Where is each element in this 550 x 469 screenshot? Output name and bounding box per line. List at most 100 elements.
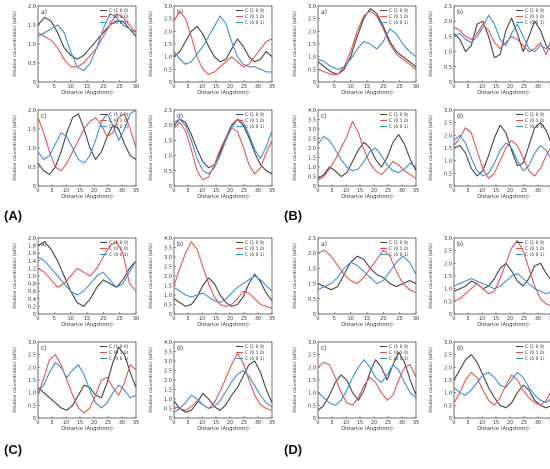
x-tick-label: 0 [316,420,319,426]
y-tick-label: 2.0 [28,365,36,371]
x-axis-label: Distance (Angstrom) [477,90,529,96]
x-axis-label: Distance (Angstrom) [477,426,529,432]
x-tick-label: 0 [316,84,319,90]
y-tick-label: 3.5 [164,246,172,252]
y-tick-label: 2.0 [444,365,452,371]
y-tick-label: 0 [313,184,316,190]
y-tick-label: 2.5 [308,353,316,359]
group-label-D: (D) [284,442,303,457]
x-tick-label: 30 [399,188,405,194]
x-tick-label: 20 [507,420,513,426]
panel-letter: a) [321,9,327,16]
x-tick-label: 25 [521,84,527,90]
y-tick-label: 0.5 [28,403,36,409]
series-line-2 [317,249,417,294]
x-tick-label: 35 [549,316,550,322]
y-tick-label: 1.0 [164,397,172,403]
y-tick-label: 1.0 [164,154,172,160]
panel-letter: b) [457,9,463,16]
x-axis-label: Distance (Angstrom) [61,322,113,328]
x-tick-label: 20 [91,188,97,194]
y-tick-label: 1.0 [444,159,452,165]
y-tick-label: 3.0 [308,4,316,10]
series-line-1 [173,273,273,307]
y-tick-label: 0 [169,416,172,422]
x-tick-label: 0 [172,188,175,194]
x-tick-label: 5 [466,188,469,194]
x-tick-label: 10 [199,84,205,90]
legend-entry: C (1 0 0) [109,344,129,350]
x-tick-label: 5 [466,316,469,322]
x-tick-label: 0 [452,420,455,426]
y-tick-label: 1.0 [164,55,172,61]
y-tick-label: 1.5 [164,284,172,290]
y-tick-label: 1.5 [308,378,316,384]
x-tick-label: 20 [507,316,513,322]
x-tick-label: 25 [241,188,247,194]
series-line-3 [317,136,417,174]
y-tick-label: 4.0 [164,340,172,346]
legend-entry: C (0 1 0) [525,246,545,252]
legend-entry: C (1 0 0) [245,344,265,350]
y-tick-label: 0 [449,416,452,422]
panel-letter: a) [321,241,327,248]
x-axis-label: Distance (Angstrom) [197,194,249,200]
x-tick-label: 30 [133,84,139,90]
x-tick-label: 10 [343,188,349,194]
legend-entry: C (0 0 1) [389,356,409,362]
x-tick-label: 25 [521,420,527,426]
series-line-1 [37,241,137,307]
legend-entry: C (0 0 1) [389,252,409,258]
y-tick-label: 0.2 [28,304,36,310]
series-line-2 [37,13,137,68]
x-tick-label: 0 [172,84,175,90]
x-tick-label: 20 [227,420,233,426]
panel-C-b: b) 0 0.5 1.0 1.5 2.0 2.5 3.0 3.5 4.0 0 5 10 15 20 25 30 3… [148,236,275,328]
series-line-1 [37,113,137,176]
x-axis-label: Distance (Angstrom) [477,322,529,328]
x-tick-label: 20 [227,84,233,90]
x-tick-label: 30 [535,420,541,426]
series-line-3 [37,13,137,72]
x-axis-label: Distance (Angstrom) [341,90,393,96]
y-axis-label: Relative concentration (wt%) [12,347,18,413]
legend-entry: C (0 1 0) [389,246,409,252]
panel-B-a: a) 0 0.5 1.0 1.5 2.0 2.5 3.0 0 5 10 15 20 25 30 Distanc… [292,4,419,96]
y-tick-label: 0.4 [28,297,36,303]
y-tick-label: 2.5 [444,249,452,255]
x-tick-label: 20 [507,84,513,90]
x-tick-label: 10 [67,84,73,90]
legend-entry: C (0 0 1) [109,356,129,362]
x-tick-label: 20 [100,84,106,90]
y-tick-label: 0.5 [444,65,452,71]
y-axis-label: Relative concentration (wt%) [148,243,154,309]
panel-C-a: a)00.20.40.60.81.01.21.41.61.82.00 5 10 15 2… [12,236,139,328]
x-tick-label: 30 [535,84,541,90]
y-tick-label: 1.0 [308,165,316,171]
x-tick-label: 30 [399,420,405,426]
x-tick-label: 35 [549,420,550,426]
x-tick-label: 5 [186,84,189,90]
x-tick-label: 25 [116,316,122,322]
y-tick-label: 1.5 [444,274,452,280]
x-tick-label: 30 [133,316,139,322]
x-tick-label: 15 [364,316,370,322]
legend-entry: C (0 0 1) [109,252,129,258]
x-tick-label: 35 [269,84,275,90]
y-tick-label: 0.5 [164,303,172,309]
x-axis-label: Distance (Angstrom) [197,90,249,96]
x-tick-label: 15 [357,420,363,426]
series-line-2 [453,371,550,406]
x-tick-label: 5 [53,316,56,322]
y-tick-label: 1.5 [444,34,452,40]
series-line-1 [317,134,417,179]
y-tick-label: 2.0 [164,274,172,280]
series-line-3 [453,371,550,404]
x-tick-label: 15 [77,188,83,194]
x-tick-label: 15 [213,188,219,194]
y-tick-label: 2.0 [164,378,172,384]
x-tick-label: 0 [452,188,455,194]
x-tick-label: 25 [521,316,527,322]
y-tick-label: 3.5 [308,118,316,124]
y-tick-label: 1.5 [164,42,172,48]
